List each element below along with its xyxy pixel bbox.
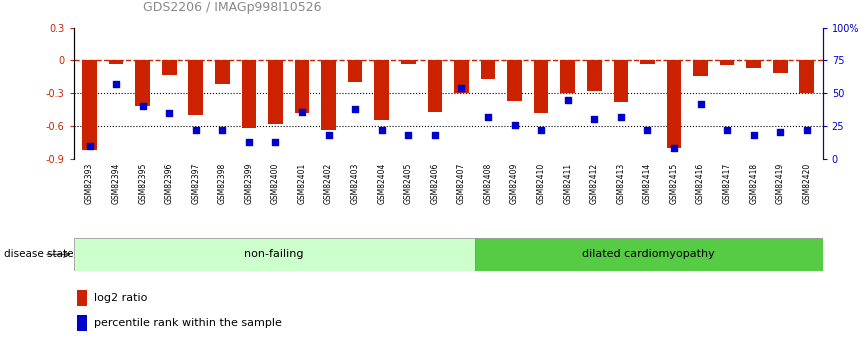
Text: GSM82420: GSM82420: [802, 162, 811, 204]
Text: GSM82417: GSM82417: [722, 162, 732, 204]
Bar: [162, 60, 177, 75]
Text: percentile rank within the sample: percentile rank within the sample: [94, 318, 281, 328]
Point: [800, 127, 814, 132]
Point: [321, 132, 335, 138]
Text: GSM82411: GSM82411: [563, 162, 572, 204]
Bar: [772, 60, 787, 73]
Text: GSM82418: GSM82418: [749, 162, 758, 204]
Text: GSM82409: GSM82409: [510, 162, 519, 204]
Text: non-failing: non-failing: [244, 249, 304, 259]
Text: GSM82408: GSM82408: [483, 162, 493, 204]
Text: GDS2206 / IMAGp998I10526: GDS2206 / IMAGp998I10526: [143, 1, 321, 14]
Text: disease state: disease state: [4, 249, 74, 259]
Bar: [374, 60, 389, 120]
Bar: [693, 60, 708, 76]
Point: [481, 114, 495, 119]
Bar: [215, 60, 229, 85]
Point: [773, 130, 787, 135]
Point: [136, 104, 150, 109]
Text: GSM82414: GSM82414: [643, 162, 652, 204]
Point: [268, 139, 282, 145]
Text: GSM82401: GSM82401: [298, 162, 307, 204]
Point: [242, 139, 255, 145]
Bar: [475, 238, 823, 271]
Bar: [109, 60, 124, 63]
Bar: [428, 60, 443, 112]
Bar: [613, 60, 628, 102]
Point: [746, 132, 760, 138]
Point: [455, 85, 469, 91]
Text: GSM82407: GSM82407: [457, 162, 466, 204]
Bar: [667, 60, 682, 148]
Text: GSM82412: GSM82412: [590, 162, 598, 204]
Point: [614, 114, 628, 119]
Bar: [268, 60, 283, 124]
Text: GSM82405: GSM82405: [404, 162, 413, 204]
Bar: [587, 60, 602, 91]
Bar: [720, 60, 734, 65]
Bar: [294, 60, 309, 113]
Point: [534, 127, 548, 132]
Point: [641, 127, 655, 132]
Text: GSM82396: GSM82396: [165, 162, 174, 204]
Point: [721, 127, 734, 132]
Bar: [640, 60, 655, 63]
Bar: [507, 60, 522, 101]
Bar: [454, 60, 469, 93]
Text: log2 ratio: log2 ratio: [94, 293, 147, 303]
Text: GSM82419: GSM82419: [776, 162, 785, 204]
Bar: [74, 238, 475, 271]
Point: [295, 109, 309, 114]
Text: GSM82410: GSM82410: [537, 162, 546, 204]
Point: [82, 143, 96, 148]
Text: GSM82416: GSM82416: [696, 162, 705, 204]
Text: GSM82395: GSM82395: [139, 162, 147, 204]
Point: [216, 127, 229, 132]
Bar: [242, 60, 256, 128]
Bar: [321, 60, 336, 130]
Text: GSM82403: GSM82403: [351, 162, 359, 204]
Text: GSM82415: GSM82415: [669, 162, 678, 204]
Point: [375, 127, 389, 132]
Text: GSM82400: GSM82400: [271, 162, 280, 204]
Text: GSM82393: GSM82393: [85, 162, 94, 204]
Bar: [533, 60, 548, 113]
Bar: [77, 289, 87, 306]
Text: GSM82404: GSM82404: [378, 162, 386, 204]
Point: [587, 117, 601, 122]
Bar: [77, 315, 87, 332]
Point: [162, 110, 176, 116]
Bar: [746, 60, 761, 68]
Point: [189, 127, 203, 132]
Point: [667, 146, 681, 151]
Point: [109, 81, 123, 87]
Bar: [481, 60, 495, 79]
Bar: [799, 60, 814, 93]
Point: [507, 122, 521, 127]
Text: dilated cardiomyopathy: dilated cardiomyopathy: [582, 249, 715, 259]
Point: [348, 106, 362, 112]
Bar: [560, 60, 575, 93]
Text: GSM82413: GSM82413: [617, 162, 625, 204]
Bar: [348, 60, 363, 82]
Point: [428, 132, 442, 138]
Text: GSM82399: GSM82399: [244, 162, 254, 204]
Bar: [135, 60, 150, 106]
Point: [401, 132, 415, 138]
Bar: [82, 60, 97, 150]
Bar: [189, 60, 204, 115]
Text: GSM82394: GSM82394: [112, 162, 120, 204]
Point: [561, 97, 575, 102]
Point: [694, 101, 708, 106]
Text: GSM82406: GSM82406: [430, 162, 439, 204]
Text: GSM82398: GSM82398: [218, 162, 227, 204]
Bar: [401, 60, 416, 63]
Text: GSM82402: GSM82402: [324, 162, 333, 204]
Text: GSM82397: GSM82397: [191, 162, 200, 204]
